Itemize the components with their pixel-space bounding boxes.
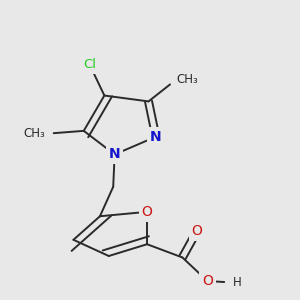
Text: CH₃: CH₃ bbox=[176, 73, 198, 86]
Text: CH₃: CH₃ bbox=[24, 127, 46, 140]
Text: N: N bbox=[109, 147, 121, 161]
Text: O: O bbox=[142, 205, 152, 219]
Text: N: N bbox=[150, 130, 162, 144]
Text: O: O bbox=[192, 224, 203, 238]
Text: H: H bbox=[232, 276, 241, 289]
Text: Cl: Cl bbox=[83, 58, 96, 71]
Text: O: O bbox=[202, 274, 213, 288]
